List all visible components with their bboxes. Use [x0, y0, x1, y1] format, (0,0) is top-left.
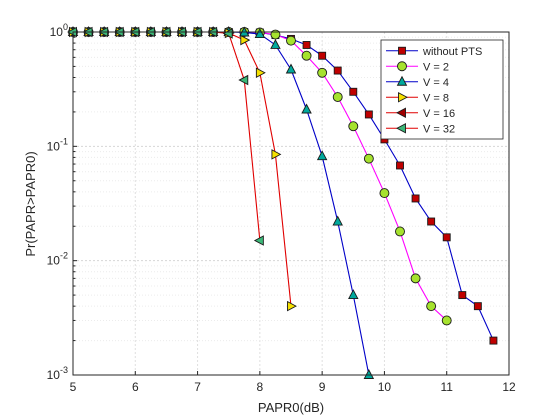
- data-point: [332, 92, 343, 102]
- plot-frame: [72, 31, 510, 376]
- legend-label: V = 8: [423, 92, 449, 104]
- data-point: [410, 273, 421, 284]
- data-point: [240, 34, 251, 46]
- legend-marker: [398, 46, 406, 55]
- x-tick-label: 5: [70, 380, 77, 394]
- data-point: [287, 300, 297, 312]
- data-point: [427, 217, 436, 226]
- y-tick-label: 10-1: [47, 136, 68, 153]
- y-axis-label: Pr(PAPR>PAPR0): [23, 151, 38, 256]
- data-point: [270, 39, 281, 49]
- data-point: [441, 315, 452, 326]
- y-tick-label: 10-2: [47, 251, 68, 268]
- data-point: [302, 41, 311, 49]
- legend-marker: [397, 61, 407, 72]
- data-point: [395, 226, 405, 237]
- data-point: [348, 289, 359, 300]
- legend-label: V = 4: [423, 77, 449, 89]
- data-point: [348, 121, 359, 132]
- data-point: [473, 302, 482, 311]
- x-axis-label: PAPR0(dB): [258, 400, 324, 415]
- legend-marker: [396, 107, 406, 118]
- data-point: [301, 50, 312, 61]
- data-point: [238, 74, 249, 86]
- data-point: [254, 28, 266, 38]
- data-point: [396, 161, 404, 170]
- data-point: [317, 67, 328, 78]
- legend-label: without PTS: [422, 46, 482, 58]
- grid-lines: [73, 32, 509, 375]
- data-point: [489, 336, 498, 345]
- data-point: [442, 233, 451, 242]
- data-point: [271, 149, 282, 160]
- data-point: [270, 29, 281, 40]
- y-tick-label: 10-3: [47, 365, 68, 382]
- data-point: [285, 63, 297, 74]
- data-point: [318, 51, 327, 60]
- axis-ticks: 5 6 7 8 9 10 11 12 100 10-1 10-2 10-3: [47, 22, 516, 394]
- legend-entry: V = 8: [386, 92, 449, 104]
- legend: without PTS V = 2 V = 4 V = 8 V = 16 V = 32: [380, 39, 504, 140]
- legend-entry: V = 16: [386, 107, 455, 120]
- legend-box: [380, 39, 504, 140]
- data-point: [426, 301, 437, 312]
- legend-entry: V = 32: [386, 123, 455, 135]
- data-point: [363, 153, 374, 164]
- legend-label: V = 2: [423, 61, 449, 73]
- x-tick-label: 12: [502, 380, 516, 394]
- data-point: [253, 235, 264, 246]
- data-point: [333, 66, 342, 75]
- legend-label: V = 16: [423, 108, 455, 120]
- y-tick-label: 100: [50, 22, 68, 39]
- x-tick-label: 7: [194, 380, 201, 394]
- x-tick-label: 6: [132, 380, 139, 394]
- x-tick-label: 10: [378, 380, 392, 394]
- legend-entry: without PTS: [386, 46, 482, 58]
- data-point: [255, 67, 266, 79]
- data-point: [286, 35, 296, 46]
- x-tick-label: 11: [440, 380, 453, 394]
- data-point: [316, 150, 328, 161]
- data-point: [458, 291, 467, 300]
- data-point: [379, 188, 390, 199]
- legend-marker: [396, 75, 408, 86]
- data-point: [301, 103, 312, 114]
- data-point: [363, 369, 375, 379]
- x-tick-label: 8: [257, 380, 264, 394]
- data-point: [332, 215, 343, 226]
- data-point: [222, 28, 233, 39]
- x-tick-label: 9: [319, 380, 326, 394]
- legend-entry: V = 4: [386, 75, 449, 89]
- data-point: [364, 110, 373, 119]
- data-point: [349, 87, 358, 96]
- legend-marker: [398, 92, 408, 103]
- legend-label: V = 32: [423, 123, 455, 135]
- data-point: [411, 194, 420, 203]
- legend-entry: V = 2: [386, 61, 449, 73]
- legend-marker: [396, 123, 406, 134]
